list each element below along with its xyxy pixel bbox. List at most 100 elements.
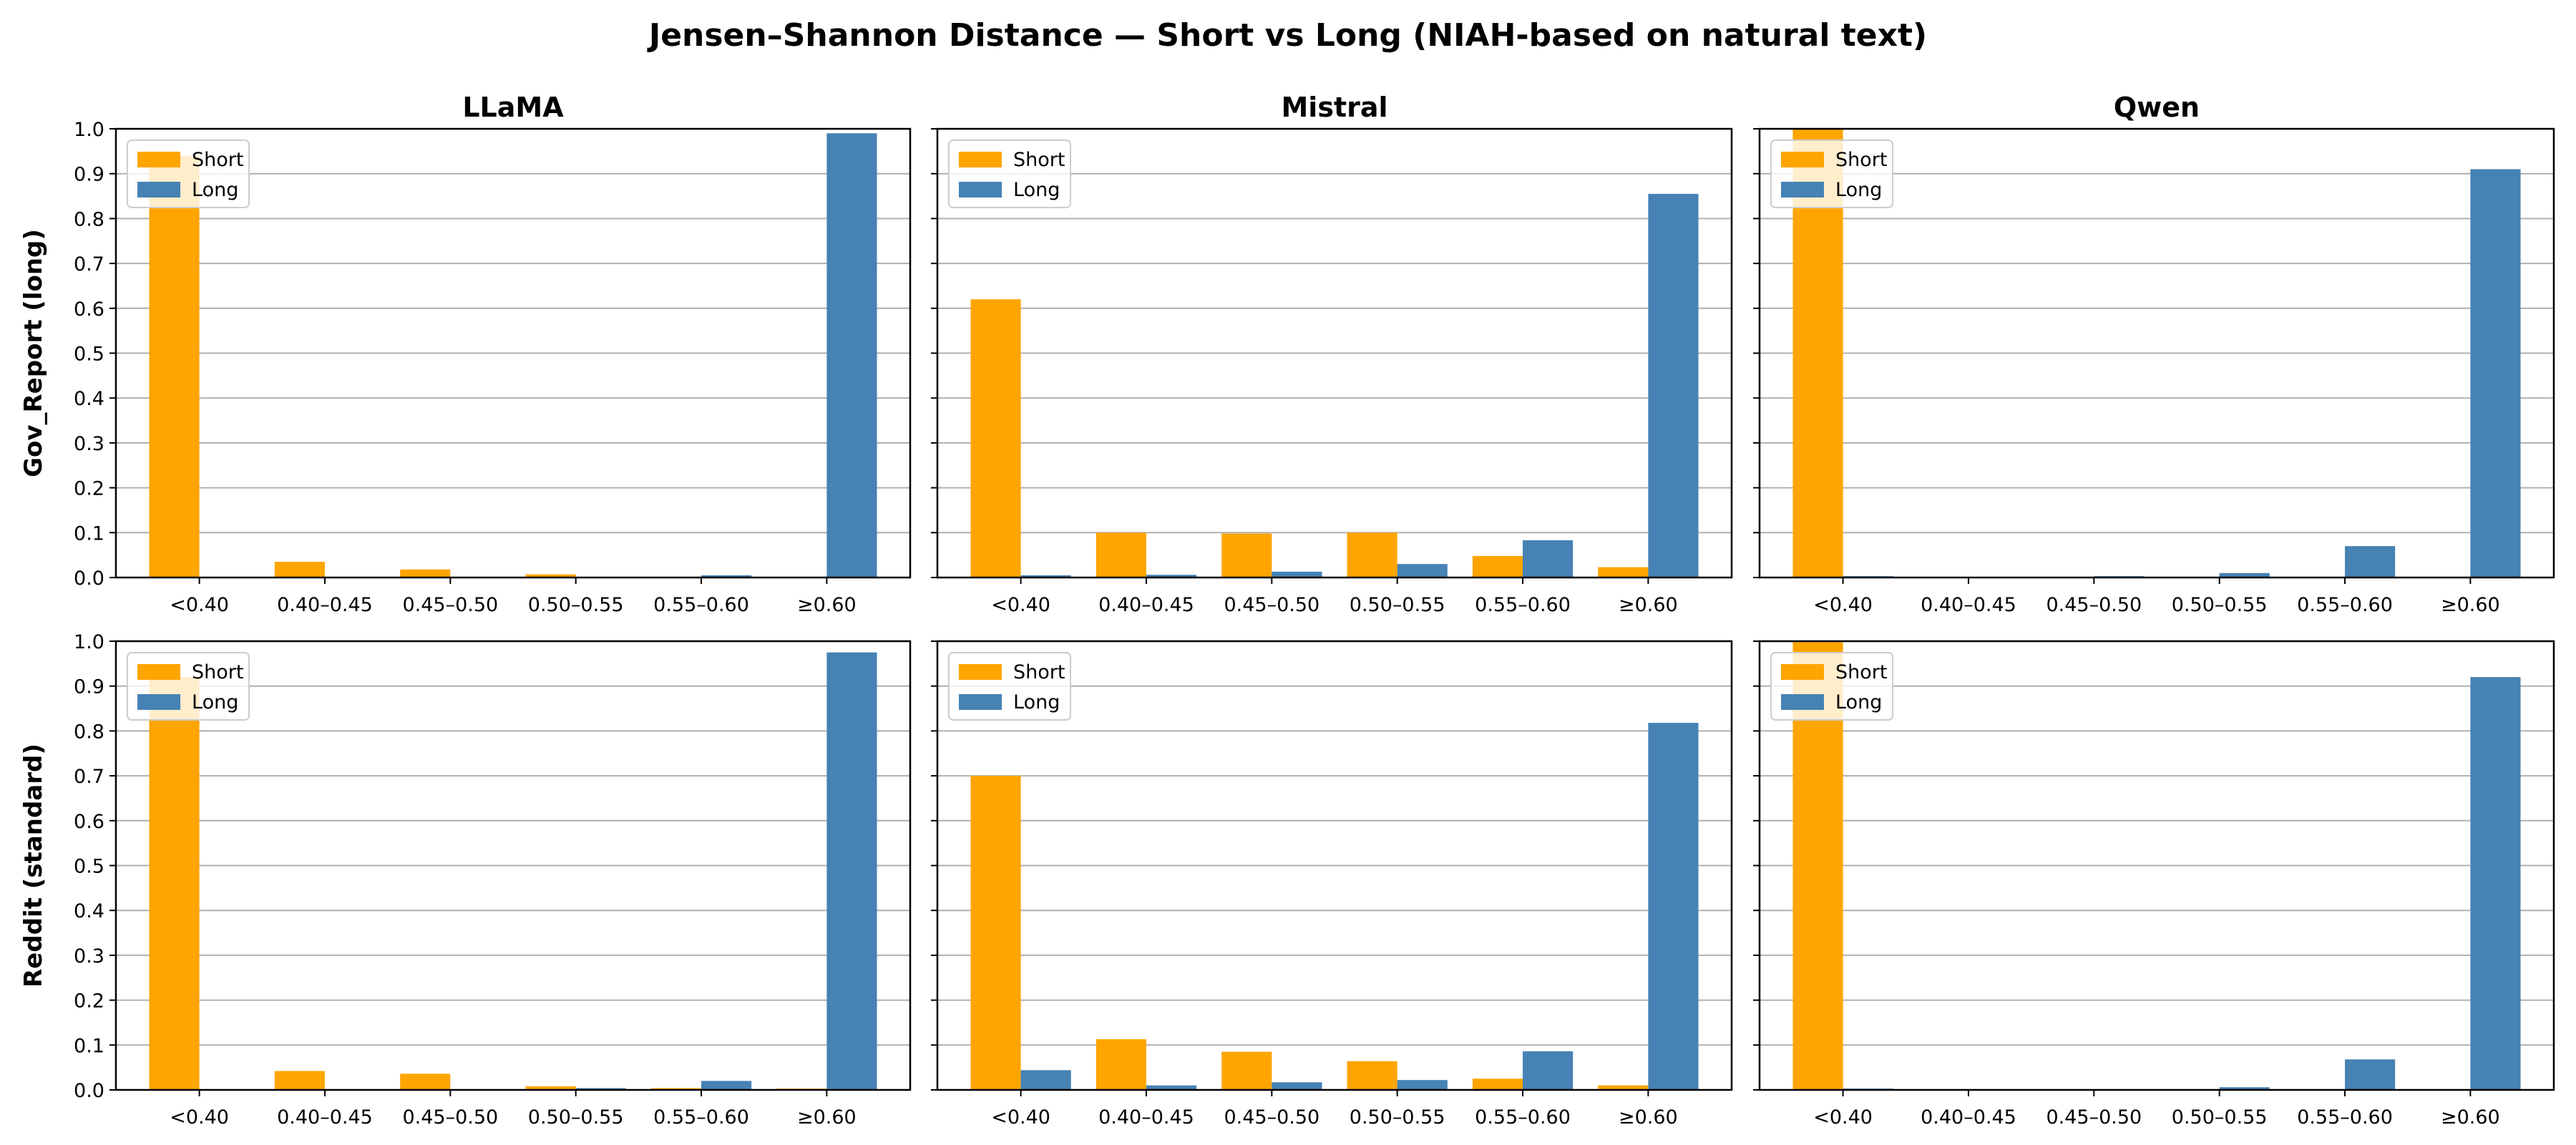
- y-tick-label: 0.0: [74, 1080, 104, 1102]
- x-tick-label: 0.50–0.55: [1350, 1106, 1445, 1129]
- axes-frame: [114, 127, 912, 579]
- bar-short-3: [1347, 1061, 1397, 1090]
- bar-short-2: [400, 1073, 451, 1090]
- panel-0: 0.0 0.1 0.2 0.3 0.4 0.5 0.6 0.7 0.8 0.9 1.0 <0.40 0.…: [19, 92, 912, 616]
- legend-label-long: Long: [1013, 179, 1060, 201]
- x-tick-label: 0.55–0.60: [653, 594, 749, 616]
- legend-swatch-short: [137, 152, 180, 167]
- bar-short-3: [1347, 532, 1397, 578]
- x-tick-label: ≥0.60: [797, 1106, 857, 1129]
- bar-short-0: [149, 677, 200, 1090]
- panel-1: <0.40 0.40–0.45 0.45–0.50 0.50–0.55 0.55–0.6…: [931, 92, 1733, 616]
- bar-long-0: [1020, 1070, 1071, 1090]
- legend-label-short: Short: [1835, 661, 1887, 683]
- panel-title: Mistral: [1281, 92, 1387, 123]
- legend: Short Long: [127, 140, 250, 208]
- bar-short-3: [525, 574, 576, 578]
- x-tick-label: 0.40–0.45: [1921, 1106, 2016, 1129]
- bar-long-3: [575, 1088, 626, 1090]
- legend-label-short: Short: [192, 149, 243, 171]
- bar-long-4: [701, 575, 752, 578]
- bar-short-1: [1096, 1039, 1146, 1090]
- bar-long-3: [2219, 572, 2270, 578]
- panel-5: <0.40 0.40–0.45 0.45–0.50 0.50–0.55 0.55–0.6…: [1753, 640, 2555, 1129]
- x-tick-label: 0.40–0.45: [277, 594, 373, 616]
- bar-short-3: [525, 1086, 576, 1090]
- figure-title: Jensen–Shannon Distance — Short vs Long …: [647, 17, 1927, 54]
- x-tick-label: 0.50–0.55: [1350, 594, 1445, 616]
- y-tick-label: 0.1: [74, 522, 104, 545]
- x-tick-label: 0.50–0.55: [528, 594, 624, 616]
- axes-frame: [1758, 640, 2555, 1091]
- axes-frame: [114, 640, 912, 1091]
- x-tick-label: 0.45–0.50: [2046, 594, 2142, 616]
- bar-short-4: [1472, 555, 1523, 578]
- bar-long-3: [1397, 1080, 1448, 1090]
- legend-label-short: Short: [1013, 149, 1065, 171]
- x-tick-label: 0.45–0.50: [402, 1106, 498, 1129]
- y-tick-label: 0.4: [74, 900, 104, 922]
- x-tick-label: 0.55–0.60: [653, 1106, 749, 1129]
- x-tick-label: 0.45–0.50: [2046, 1106, 2142, 1129]
- bar-long-5: [2470, 677, 2521, 1090]
- x-tick-label: ≥0.60: [1619, 594, 1678, 616]
- legend-label-short: Short: [192, 661, 243, 683]
- bar-short-0: [970, 776, 1021, 1090]
- y-tick-label: 0.6: [74, 298, 104, 321]
- y-tick-label: 0.1: [74, 1035, 104, 1057]
- bar-short-5: [1598, 1085, 1649, 1090]
- bar-long-5: [1648, 723, 1699, 1090]
- x-tick-label: 0.40–0.45: [1098, 594, 1194, 616]
- bar-long-3: [2219, 1087, 2270, 1090]
- panel-2: <0.40 0.40–0.45 0.45–0.50 0.50–0.55 0.55–0.6…: [1753, 92, 2555, 616]
- x-tick-label: <0.40: [991, 594, 1050, 616]
- bar-long-4: [2345, 1059, 2396, 1090]
- x-tick-label: 0.55–0.60: [2297, 1106, 2393, 1129]
- legend: Short Long: [948, 140, 1071, 208]
- y-tick-label: 0.3: [74, 945, 104, 968]
- legend: Short Long: [127, 652, 250, 721]
- legend: Short Long: [1770, 140, 1893, 208]
- y-tick-label: 0.4: [74, 388, 104, 410]
- x-tick-label: <0.40: [991, 1106, 1050, 1129]
- legend-swatch-long: [959, 694, 1002, 710]
- legend-label-long: Long: [1835, 179, 1882, 201]
- y-tick-label: 0.2: [74, 478, 104, 500]
- bar-long-2: [1272, 571, 1322, 578]
- axes-frame: [936, 127, 1733, 579]
- y-tick-label: 0.3: [74, 433, 104, 455]
- bar-short-2: [1221, 533, 1272, 578]
- legend-swatch-long: [1781, 182, 1824, 198]
- x-tick-label: ≥0.60: [2441, 594, 2500, 616]
- x-tick-label: 0.55–0.60: [1475, 594, 1571, 616]
- bar-short-4: [650, 1088, 702, 1090]
- x-tick-label: <0.40: [1813, 594, 1873, 616]
- bar-short-4: [1472, 1078, 1523, 1090]
- bar-short-2: [400, 569, 451, 578]
- bar-long-5: [826, 652, 877, 1090]
- x-tick-label: 0.50–0.55: [2172, 1106, 2268, 1129]
- bar-long-5: [1648, 193, 1699, 578]
- x-tick-label: 0.40–0.45: [277, 1106, 373, 1129]
- legend-swatch-long: [137, 182, 180, 198]
- axes-frame: [936, 640, 1733, 1091]
- axes-frame: [1758, 127, 2555, 579]
- legend-swatch-short: [1781, 664, 1824, 680]
- bar-short-1: [274, 1071, 325, 1090]
- y-tick-label: 1.0: [74, 119, 104, 141]
- x-tick-label: 0.45–0.50: [402, 594, 498, 616]
- bar-long-5: [2470, 169, 2521, 578]
- y-tick-label: 0.5: [74, 856, 104, 878]
- bar-long-3: [1397, 564, 1448, 578]
- x-tick-label: 0.45–0.50: [1224, 1106, 1319, 1129]
- y-tick-label: 0.8: [74, 721, 104, 743]
- y-tick-label: 0.9: [74, 676, 104, 698]
- y-tick-label: 0.8: [74, 208, 104, 230]
- bar-long-1: [1146, 575, 1197, 578]
- x-tick-label: ≥0.60: [797, 594, 857, 616]
- x-tick-label: ≥0.60: [1619, 1106, 1678, 1129]
- legend-label-long: Long: [192, 691, 238, 713]
- legend-label-long: Long: [1835, 691, 1882, 713]
- x-tick-label: <0.40: [170, 1106, 229, 1129]
